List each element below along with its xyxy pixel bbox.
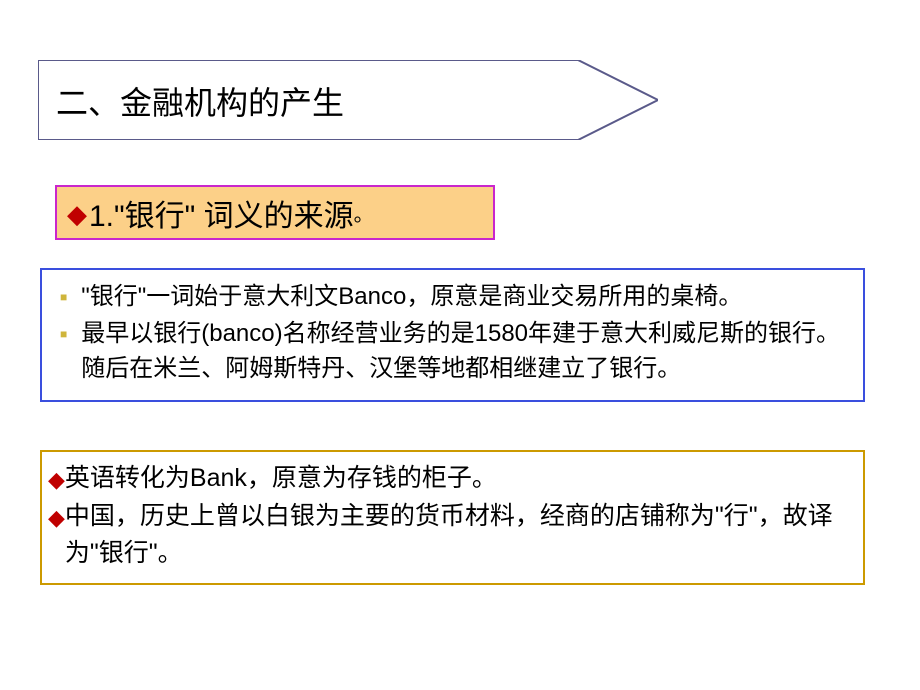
list-item: ◆ 中国，历史上曾以白银为主要的货币材料，经商的店铺称为"行"，故译为"银行"。 — [48, 498, 853, 573]
section-title-banner: 二、金融机构的产生 — [38, 60, 658, 140]
list-item: ◆ 英语转化为Bank，原意为存钱的柜子。 — [48, 460, 853, 498]
square-bullet-icon: ■ — [60, 327, 67, 341]
list-item: ■ "银行"一词始于意大利文Banco，原意是商业交易所用的桌椅。 — [56, 280, 849, 315]
diamond-bullet-icon: ◆ — [67, 201, 87, 227]
subheading-text: 1."银行" 词义的来源 — [89, 191, 354, 235]
list-item-text: "银行"一词始于意大利文Banco，原意是商业交易所用的桌椅。 — [81, 280, 849, 315]
diamond-bullet-icon: ◆ — [48, 463, 65, 497]
diamond-bullet-icon: ◆ — [48, 501, 65, 535]
section-title-text: 二、金融机构的产生 — [56, 78, 344, 124]
subheading-punct: 。 — [354, 198, 374, 227]
content-box-2: ◆ 英语转化为Bank，原意为存钱的柜子。 ◆ 中国，历史上曾以白银为主要的货币… — [40, 450, 865, 585]
list-item: ■ 最早以银行(banco)名称经营业务的是1580年建于意大利威尼斯的银行。随… — [56, 317, 849, 387]
square-bullet-icon: ■ — [60, 290, 67, 304]
content-box-1: ■ "银行"一词始于意大利文Banco，原意是商业交易所用的桌椅。 ■ 最早以银… — [40, 268, 865, 402]
list-item-text: 英语转化为Bank，原意为存钱的柜子。 — [65, 460, 853, 498]
list-item-text: 最早以银行(banco)名称经营业务的是1580年建于意大利威尼斯的银行。随后在… — [81, 317, 849, 387]
subheading-box: ◆ 1."银行" 词义的来源 。 — [55, 185, 495, 240]
list-item-text: 中国，历史上曾以白银为主要的货币材料，经商的店铺称为"行"，故译为"银行"。 — [65, 498, 853, 573]
